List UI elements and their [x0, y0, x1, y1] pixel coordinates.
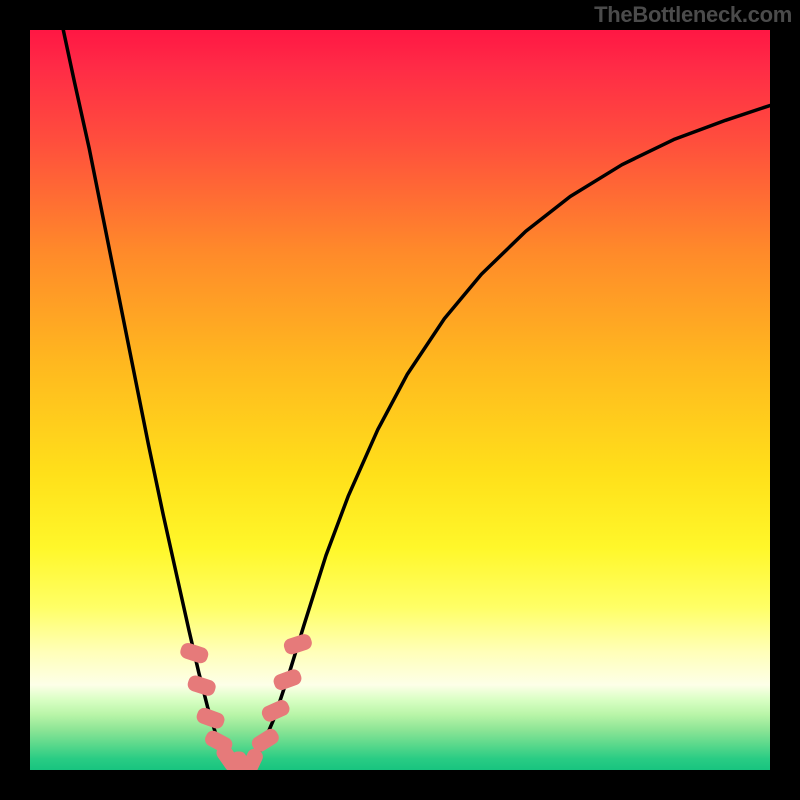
- chart-frame: TheBottleneck.com: [0, 0, 800, 800]
- watermark-text: TheBottleneck.com: [594, 2, 792, 28]
- plot-svg: [30, 30, 770, 770]
- plot-area: [30, 30, 770, 770]
